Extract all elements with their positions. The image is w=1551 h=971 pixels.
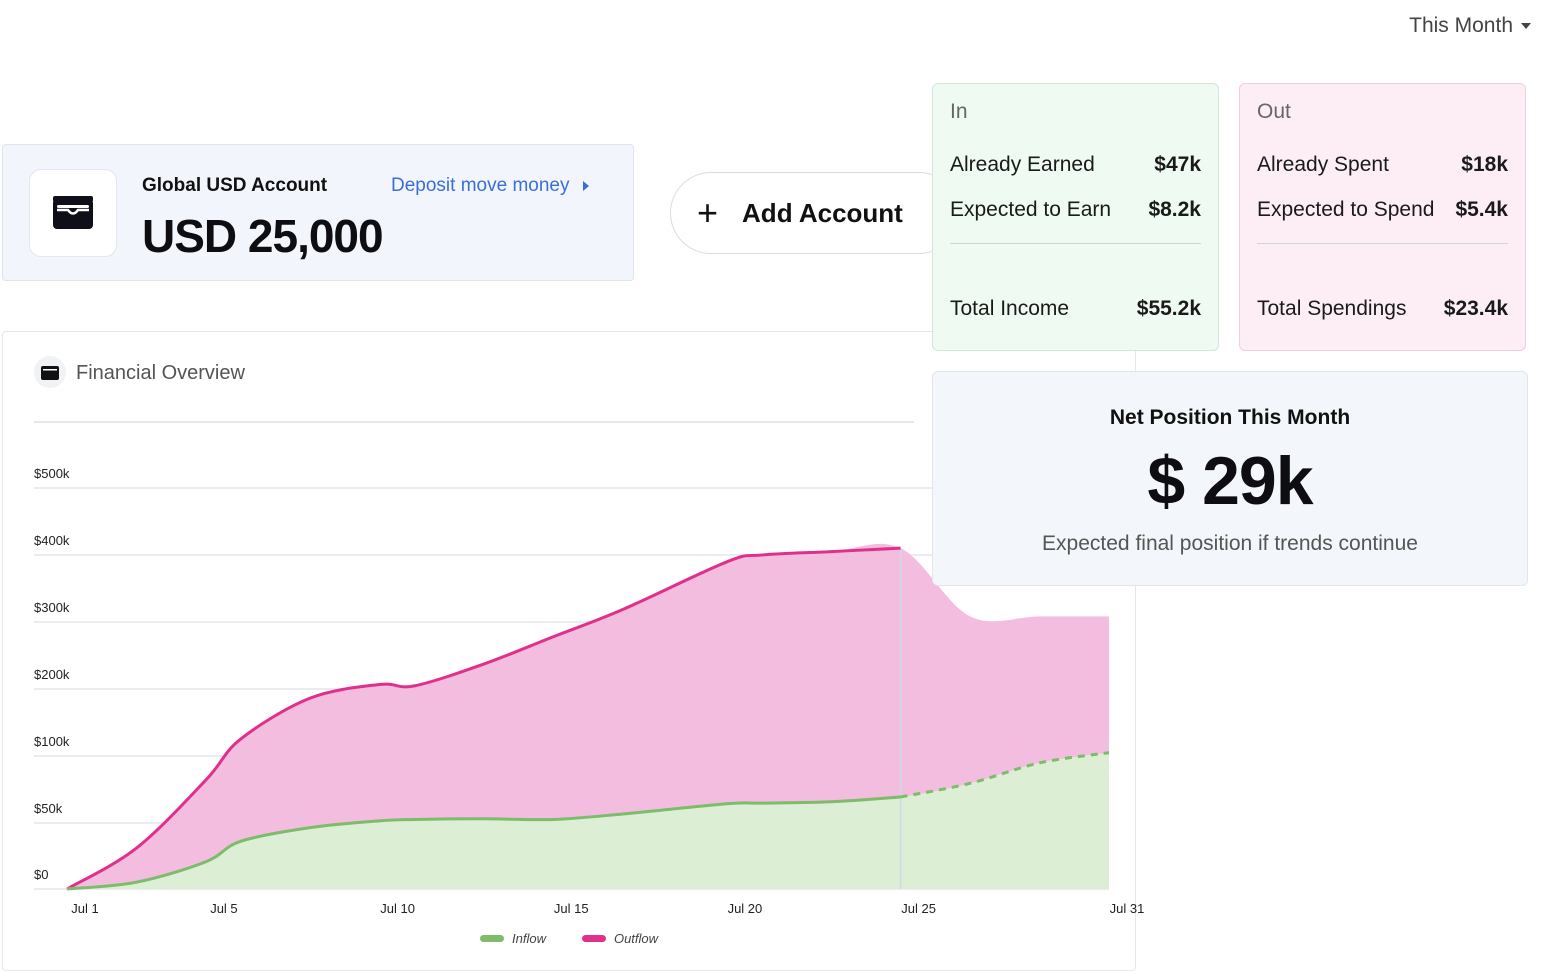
x-tick-label: Jul 10	[380, 901, 415, 916]
y-tick-label: $500k	[34, 466, 70, 481]
add-account-button[interactable]: + Add Account	[670, 172, 960, 254]
add-account-label: Add Account	[742, 197, 903, 228]
legend-outflow-label: Outflow	[613, 931, 659, 946]
row-label: Total Income	[950, 297, 1070, 320]
inflow-line	[66, 795, 901, 891]
chevron-right-icon	[583, 181, 590, 191]
row-value: $55.2k	[1136, 297, 1201, 320]
legend-inflow-label: Inflow	[512, 931, 546, 946]
y-tick-label: $50k	[34, 801, 63, 816]
row-label: Expected to Spend	[1257, 198, 1435, 221]
plus-icon: +	[697, 192, 719, 233]
inflow-projection-line	[900, 751, 1110, 799]
income-heading: In	[950, 100, 968, 123]
net-title: Net Position This Month	[1109, 406, 1351, 429]
row-label: Already Spent	[1257, 153, 1389, 176]
deposit-move-money-link[interactable]: Deposit move money	[391, 175, 590, 197]
total-income-row: Total Income $55.2k	[950, 297, 1201, 321]
row-value: $23.4k	[1443, 297, 1508, 320]
wallet-icon	[34, 356, 66, 388]
row-label: Total Spendings	[1257, 297, 1407, 320]
inflow-swatch	[480, 935, 504, 942]
legend-inflow: Inflow	[480, 931, 546, 946]
inflow-area	[67, 752, 1109, 889]
net-subtitle: Expected final position if trends contin…	[1042, 532, 1418, 555]
period-label: This Month	[1409, 14, 1513, 37]
net-position-card: Net Position This Month $ 29k Expected f…	[932, 371, 1528, 586]
already-earned-row: Already Earned $47k	[950, 153, 1201, 177]
x-tick-label: Jul 31	[1110, 901, 1145, 916]
y-tick-label: $100k	[34, 734, 70, 749]
y-tick-label: $400k	[34, 533, 70, 548]
outflow-line	[66, 546, 901, 891]
y-tick-label: $0	[34, 867, 48, 882]
account-card: Global USD Account USD 25,000 Deposit mo…	[2, 144, 634, 281]
expected-earn-row: Expected to Earn $8.2k	[950, 198, 1201, 222]
account-name: Global USD Account	[142, 175, 328, 196]
chart-legend: Inflow Outflow	[480, 931, 658, 946]
income-card: In Already Earned $47k Expected to Earn …	[932, 83, 1219, 351]
deposit-link-label: Deposit move money	[391, 175, 570, 196]
row-value: $18k	[1461, 153, 1508, 176]
legend-outflow: Outflow	[581, 931, 659, 946]
wallet-icon	[29, 169, 117, 257]
spending-heading: Out	[1257, 100, 1291, 123]
row-value: $47k	[1154, 153, 1201, 176]
row-value: $5.4k	[1455, 198, 1508, 221]
overview-title: Financial Overview	[76, 362, 245, 384]
already-spent-row: Already Spent $18k	[1257, 153, 1508, 177]
y-tick-label: $200k	[34, 667, 70, 682]
x-tick-label: Jul 5	[210, 901, 237, 916]
caret-down-icon	[1521, 23, 1531, 29]
divider	[950, 243, 1201, 244]
y-tick-label: $300k	[34, 600, 70, 615]
outflow-swatch	[581, 935, 606, 942]
net-value: $ 29k	[1147, 443, 1313, 519]
x-tick-label: Jul 15	[554, 901, 589, 916]
x-tick-label: Jul 20	[728, 901, 763, 916]
expected-spend-row: Expected to Spend $5.4k	[1257, 198, 1508, 222]
spending-card: Out Already Spent $18k Expected to Spend…	[1239, 83, 1526, 351]
account-balance: USD 25,000	[142, 210, 384, 262]
divider	[1257, 243, 1508, 244]
row-value: $8.2k	[1148, 198, 1201, 221]
row-label: Already Earned	[950, 153, 1095, 176]
x-tick-label: Jul 25	[901, 901, 936, 916]
x-tick-label: Jul 1	[71, 901, 98, 916]
row-label: Expected to Earn	[950, 198, 1112, 221]
total-spendings-row: Total Spendings $23.4k	[1257, 297, 1508, 321]
period-selector[interactable]: This Month	[1409, 14, 1531, 38]
divider	[34, 421, 914, 423]
